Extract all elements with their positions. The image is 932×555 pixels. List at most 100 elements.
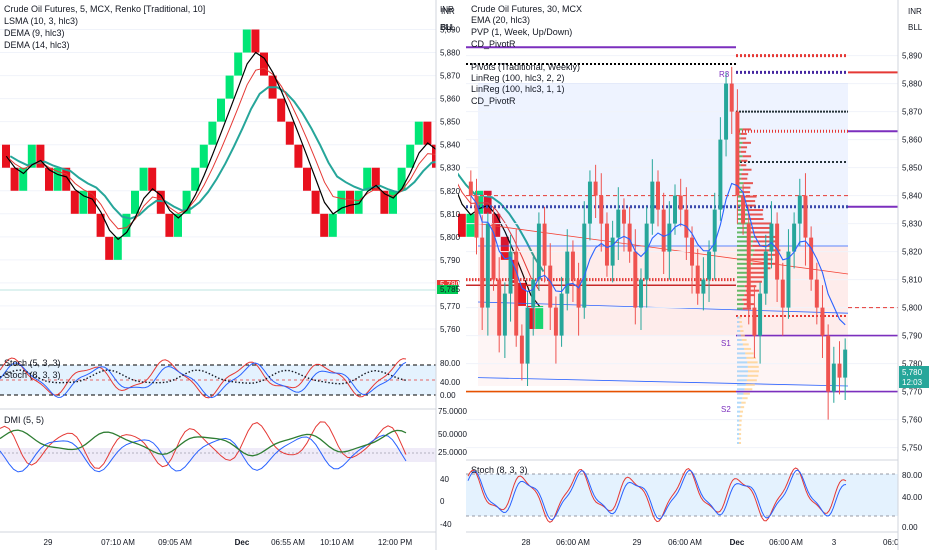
right-price-tick: 5,810 bbox=[902, 276, 923, 285]
right-legend-title: Crude Oil Futures, 30, MCX bbox=[471, 4, 582, 14]
vp-bar-down bbox=[739, 419, 742, 422]
renko-brick bbox=[294, 144, 303, 168]
candle-body bbox=[741, 195, 746, 224]
candle-body bbox=[775, 223, 780, 280]
candle-body bbox=[508, 251, 513, 294]
candle-body bbox=[565, 251, 570, 294]
left-legend: Crude Oil Futures, 5, MCX, Renko [Tradit… bbox=[4, 4, 205, 50]
renko-brick bbox=[217, 98, 225, 122]
renko-brick bbox=[328, 213, 337, 237]
vp-bar-up bbox=[737, 276, 750, 279]
left-time-tick: 10:10 AM bbox=[320, 538, 354, 547]
candle-body bbox=[667, 223, 672, 252]
vp-bar-up bbox=[737, 325, 740, 328]
right-last-time: 12:03 bbox=[902, 378, 923, 387]
left-price-tick: 5,790 bbox=[440, 256, 461, 265]
right-price-tick: 5,840 bbox=[902, 192, 923, 201]
vp-bar-down bbox=[742, 155, 752, 158]
vp-bar-up bbox=[737, 321, 740, 324]
candle-body bbox=[786, 251, 791, 308]
candle-body bbox=[758, 293, 763, 336]
left-legend-title: Crude Oil Futures, 5, MCX, Renko [Tradit… bbox=[4, 4, 205, 14]
left-last-price: 5,780 bbox=[440, 280, 461, 289]
candles bbox=[468, 66, 848, 420]
renko-brick bbox=[354, 190, 363, 214]
left-price-tick: 5,850 bbox=[440, 118, 461, 127]
candle-body bbox=[514, 251, 519, 336]
vp-bar-up bbox=[737, 271, 749, 274]
vp-bar-down bbox=[745, 352, 754, 355]
renko-brick bbox=[363, 167, 372, 191]
vp-bar-down bbox=[742, 298, 751, 301]
left-stoch-tick: 0.00 bbox=[440, 391, 456, 400]
vp-bar-down bbox=[739, 316, 742, 319]
right-time-tick: 3 bbox=[832, 538, 837, 547]
renko-brick bbox=[406, 144, 415, 168]
right-stoch-tick: 0.00 bbox=[902, 523, 918, 532]
right-legend-pivotr2: CD_PivotR bbox=[471, 96, 516, 106]
right-legend-pvp: PVP (1, Week, Up/Down) bbox=[471, 27, 572, 37]
left-stoch-legend-2: Stoch (8, 3, 3) bbox=[4, 370, 61, 380]
left-stoch-tick: 40.00 bbox=[440, 378, 461, 387]
left-price-tick: 5,840 bbox=[440, 141, 461, 150]
candle-body bbox=[639, 279, 643, 308]
left-time-tick: 29 bbox=[44, 538, 53, 547]
vp-bar-down bbox=[742, 397, 748, 400]
renko-brick bbox=[191, 167, 200, 191]
right-time-tick: 06:00 AM bbox=[556, 538, 590, 547]
candle-body bbox=[826, 335, 831, 392]
left-axis-currency: INR bbox=[440, 5, 454, 14]
vp-bar-down bbox=[740, 406, 745, 409]
vp-bar-down bbox=[747, 209, 764, 212]
vp-bar-down bbox=[744, 347, 752, 350]
renko-brick bbox=[285, 121, 294, 145]
candle-body bbox=[480, 237, 485, 308]
vp-bar-up bbox=[737, 433, 740, 436]
renko-brick bbox=[234, 52, 243, 76]
candle-body bbox=[553, 307, 558, 336]
vp-bar-down bbox=[740, 334, 745, 337]
vp-bar-up bbox=[737, 401, 742, 404]
vp-bar-down bbox=[742, 168, 752, 171]
vp-bar-up bbox=[737, 253, 753, 256]
candle-body bbox=[610, 237, 615, 266]
vp-bar-down bbox=[743, 392, 750, 395]
vp-bar-down bbox=[747, 218, 764, 220]
vp-bar-down bbox=[744, 200, 756, 203]
vp-bar-down bbox=[746, 379, 757, 382]
mid-axis-currency: INR bbox=[441, 7, 455, 16]
candle-body bbox=[820, 307, 825, 336]
right-stoch-legend: Stoch (8, 3, 3) bbox=[471, 465, 528, 475]
vp-bar-down bbox=[752, 244, 776, 247]
vp-bar-down bbox=[742, 343, 749, 346]
left-time-tick: 06:55 AM bbox=[271, 538, 305, 547]
right-legend-pivots: Pivots (Traditional, Weekly) bbox=[471, 62, 580, 72]
renko-brick bbox=[70, 190, 79, 214]
right-price-tick: 5,830 bbox=[902, 220, 923, 229]
candle-body bbox=[678, 195, 683, 210]
vp-bar-down bbox=[753, 240, 778, 243]
vp-bar-up bbox=[737, 374, 748, 377]
left-price-tick: 5,860 bbox=[440, 95, 461, 104]
left-dmi-tick: 50.0000 bbox=[438, 430, 467, 439]
renko-brick bbox=[27, 144, 36, 168]
level-label-s2: S2 bbox=[721, 405, 731, 414]
ema-line bbox=[470, 182, 846, 326]
vp-bar-down bbox=[744, 195, 757, 198]
vp-bar-up bbox=[737, 343, 743, 346]
left-stoch-tick: 80.00 bbox=[440, 359, 461, 368]
candle-body bbox=[582, 223, 587, 308]
right-price-tick: 5,880 bbox=[902, 80, 923, 89]
renko-brick bbox=[88, 190, 96, 214]
renko-brick bbox=[122, 213, 131, 237]
candle-body bbox=[587, 181, 592, 224]
vp-bar-down bbox=[741, 401, 746, 404]
left-renko-panel: Crude Oil Futures, 5, MCX, Renko [Tradit… bbox=[0, 4, 545, 547]
candle-body bbox=[837, 363, 842, 378]
left-legend-dema14: DEMA (14, hlc3) bbox=[4, 40, 70, 50]
left-price-tick: 5,820 bbox=[440, 187, 461, 196]
vp-bar-down bbox=[742, 307, 752, 310]
right-time-tick: 06:00 bbox=[883, 538, 904, 547]
candle-body bbox=[718, 139, 723, 210]
candle-body bbox=[843, 349, 848, 378]
